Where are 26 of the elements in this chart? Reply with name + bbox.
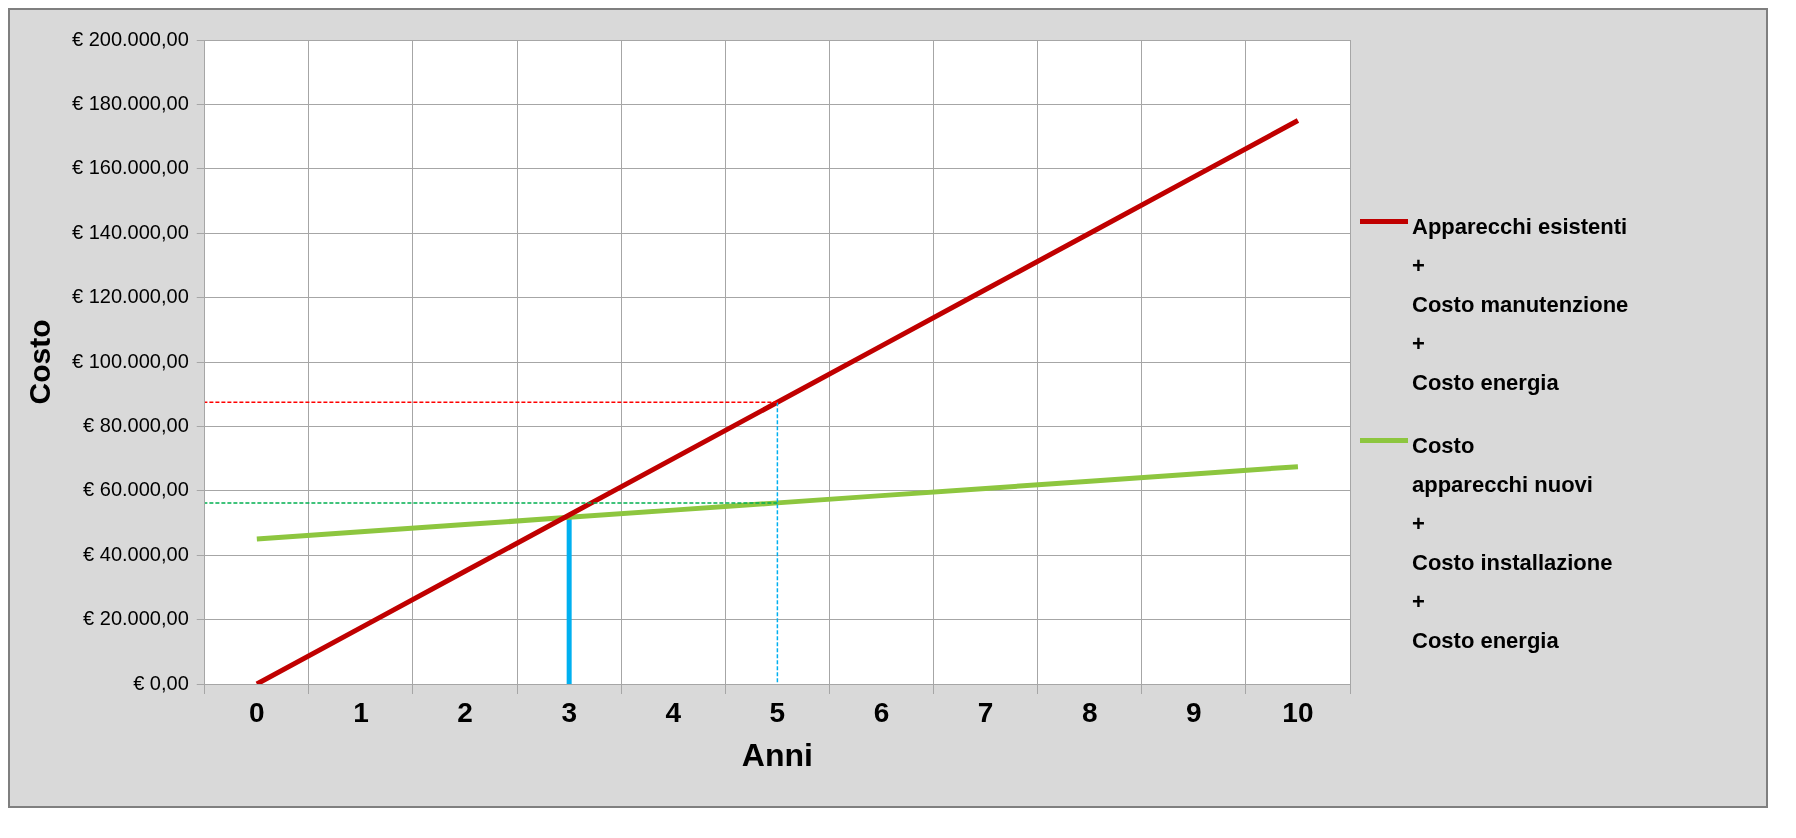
legend-label: Costo apparecchi nuovi + Costo installazione + Costo energia [1412, 431, 1613, 655]
y-tick-label: € 180.000,00 [72, 91, 189, 114]
y-axis-title: Costo [23, 319, 57, 405]
x-tick-label: 4 [665, 696, 682, 728]
y-tick-label: € 140.000,00 [72, 220, 189, 243]
x-tick-label: 6 [873, 696, 890, 728]
y-tick-label: € 80.000,00 [83, 413, 189, 436]
x-tick-label: 1 [353, 696, 369, 728]
y-tick-label: € 0,00 [133, 671, 189, 694]
y-tick-label: € 60.000,00 [83, 478, 189, 501]
y-tick-label: € 160.000,00 [72, 156, 189, 179]
x-tick-label: 7 [977, 696, 994, 728]
y-tick-label: € 100.000,00 [72, 349, 189, 372]
x-tick-label: 3 [561, 696, 577, 728]
x-tick-label: 10 [1282, 696, 1314, 728]
x-tick-label: 9 [1186, 696, 1202, 728]
legend-label: Apparecchi esistenti + Costo manutenzione + Costo energia [1412, 212, 1629, 397]
x-tick-label: 5 [769, 696, 786, 728]
x-tick-label: 8 [1081, 696, 1098, 728]
x-tick-label: 2 [457, 696, 473, 728]
x-tick-label: 0 [249, 696, 265, 728]
y-tick-label: € 120.000,00 [72, 285, 189, 308]
y-tick-label: € 20.000,00 [83, 607, 189, 630]
y-tick-label: € 40.000,00 [83, 542, 189, 565]
y-tick-label: € 200.000,00 [72, 27, 189, 50]
x-axis-title: Anni [741, 736, 813, 773]
